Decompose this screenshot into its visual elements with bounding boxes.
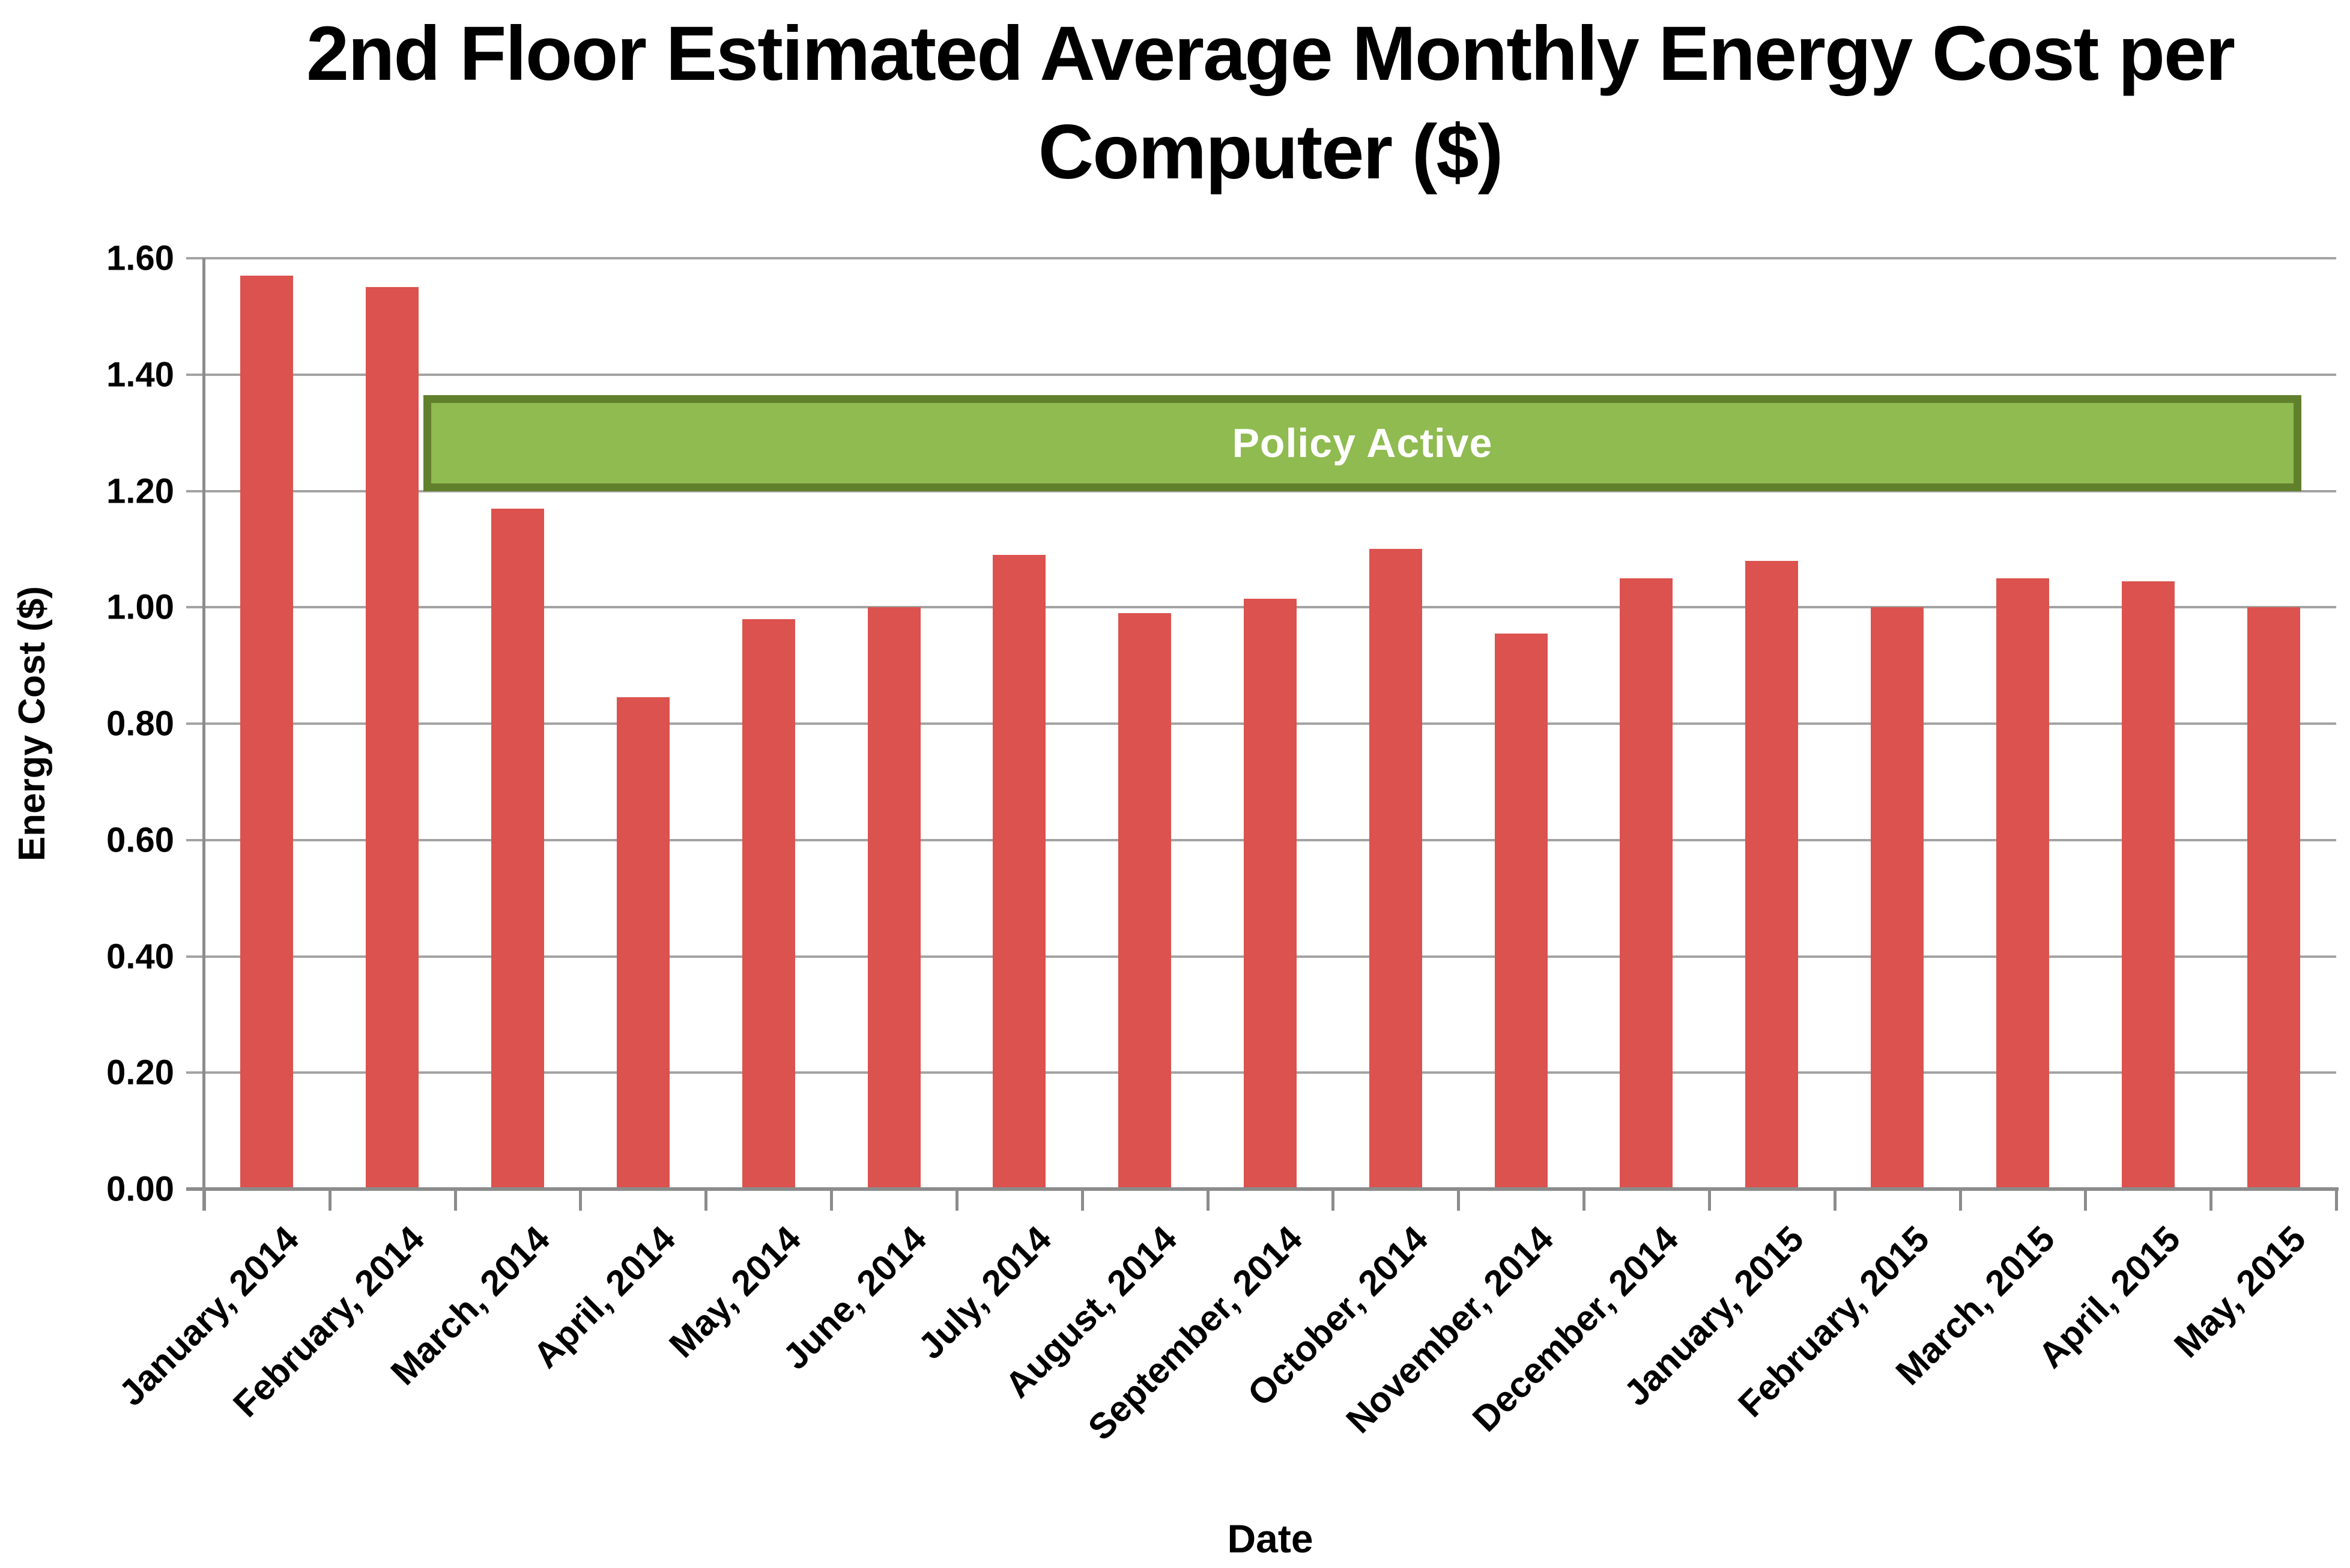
bar-january-2015 (1745, 560, 1799, 1189)
plot-area: 0.00 0.20 0.40 0.60 0.80 1.00 1.20 1.40 1.60 Pol… (106, 239, 2339, 1448)
chart-title: 2nd Floor Estimated Average Monthly Ener… (204, 5, 2336, 202)
gridline-1.20 (186, 489, 2336, 492)
bar-march-2015 (1996, 578, 2049, 1189)
y-tick-label-0.00: 0.00 (106, 1169, 174, 1209)
x-axis-line (186, 1187, 2339, 1191)
x-tick-0 (203, 1189, 206, 1211)
x-tick-7 (1080, 1189, 1084, 1211)
x-tick-10 (1457, 1189, 1461, 1211)
bar-july-2014 (993, 555, 1046, 1189)
x-tick-8 (1206, 1189, 1210, 1211)
x-axis-title: Date (1227, 1516, 1313, 1561)
y-axis-line (202, 258, 205, 1211)
bar-april-2014 (616, 697, 670, 1189)
bar-march-2014 (491, 508, 545, 1189)
policy-active-label: Policy Active (1232, 420, 1493, 466)
bar-september-2014 (1244, 598, 1297, 1189)
bar-may-2015 (2247, 607, 2300, 1189)
y-tick-label-1.40: 1.40 (106, 355, 174, 395)
chart-title-line2: Computer ($) (1038, 109, 1503, 195)
x-tick-2 (453, 1189, 457, 1211)
y-tick-label-1.60: 1.60 (106, 238, 174, 278)
bar-june-2014 (867, 607, 921, 1189)
x-tick-14 (1958, 1189, 1962, 1211)
x-tick-17 (2335, 1189, 2338, 1211)
gridline-1.60 (186, 257, 2336, 259)
bar-february-2015 (1871, 607, 1924, 1189)
bar-august-2014 (1118, 613, 1172, 1189)
chart-title-line1: 2nd Floor Estimated Average Monthly Ener… (306, 11, 2235, 97)
bar-november-2014 (1494, 633, 1548, 1189)
x-tick-12 (1707, 1189, 1711, 1211)
y-tick-label-1.20: 1.20 (106, 471, 174, 510)
y-tick-label-0.80: 0.80 (106, 704, 174, 743)
x-tick-3 (579, 1189, 583, 1211)
x-tick-13 (1833, 1189, 1837, 1211)
x-tick-4 (704, 1189, 708, 1211)
y-tick-label-1.00: 1.00 (106, 587, 174, 627)
y-tick-label-0.40: 0.40 (106, 937, 174, 976)
x-tick-9 (1331, 1189, 1335, 1211)
bar-may-2014 (742, 619, 795, 1189)
bar-october-2014 (1369, 549, 1422, 1189)
bar-february-2014 (366, 287, 419, 1189)
y-tick-label-0.60: 0.60 (106, 820, 174, 860)
x-tick-15 (2084, 1189, 2088, 1211)
bar-april-2015 (2121, 581, 2175, 1189)
x-tick-11 (1582, 1189, 1586, 1211)
x-tick-16 (2209, 1189, 2213, 1211)
x-tick-1 (328, 1189, 332, 1211)
bar-january-2014 (240, 276, 294, 1189)
x-tick-5 (830, 1189, 834, 1211)
policy-active-banner: Policy Active (423, 395, 2301, 491)
y-tick-label-0.20: 0.20 (106, 1053, 174, 1092)
gridline-1.40 (186, 373, 2336, 376)
bar-december-2014 (1620, 578, 1673, 1189)
x-tick-6 (955, 1189, 958, 1211)
